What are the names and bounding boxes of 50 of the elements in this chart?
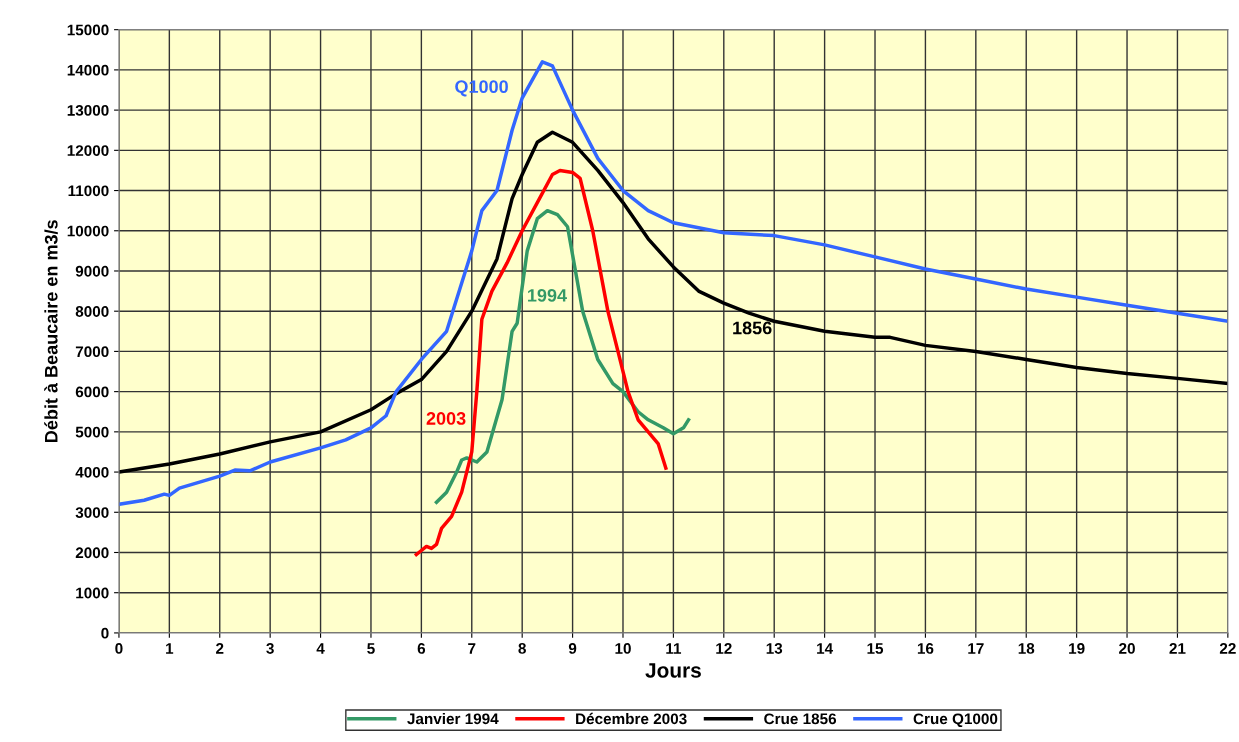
legend-label: Janvier 1994 [407,712,499,725]
annotation: 1994 [528,288,567,302]
y-tick-label: 1000 [76,587,109,599]
y-tick-label: 9000 [75,265,109,277]
x-tick-label: 16 [917,643,934,654]
x-tick-label: 20 [1119,643,1135,654]
x-tick-label: 4 [316,643,325,654]
x-tick-label: 22 [1219,643,1236,654]
x-tick-label: 14 [817,643,834,654]
x-tick-label: 13 [766,643,783,654]
x-tick-label: 17 [968,643,984,654]
annotation: 1856 [733,321,772,335]
legend-label: Crue 1856 [764,713,837,725]
y-tick-label: 7000 [75,346,109,358]
y-axis-title: Débit à Beaucaire en m3/s [44,220,58,442]
x-axis-title: Jours [645,663,701,678]
y-tick-label: 15000 [67,24,109,36]
line-series [414,168,668,557]
line-series [118,60,1228,506]
x-tick-label: 5 [367,643,375,654]
legend-label: Décembre 2003 [576,712,687,725]
y-tick-label: 5000 [75,426,109,438]
y-tick-label: 6000 [75,386,109,398]
x-tick-label: 21 [1169,643,1186,654]
x-tick-label: 7 [468,643,476,654]
y-tick-label: 11000 [68,185,109,197]
legend-label: Crue Q1000 [913,713,998,728]
y-tick-label: 14000 [67,64,109,76]
x-tick-label: 11 [666,643,682,654]
y-tick-label: 12000 [67,145,109,157]
x-tick-label: 19 [1069,643,1085,654]
x-tick-label: 18 [1018,643,1035,654]
x-tick-label: 0 [115,643,123,654]
y-tick-label: 3000 [75,507,109,518]
y-tick-label: 10000 [67,225,109,237]
x-tick-label: 3 [266,643,274,654]
x-tick-label: 6 [417,643,426,654]
annotation: 2003 [426,412,466,425]
y-tick-label: 0 [101,627,109,639]
x-tick-label: 2 [216,643,224,654]
x-tick-label: 1 [166,643,174,654]
y-tick-label: 2000 [75,547,109,559]
x-tick-label: 10 [615,643,631,654]
y-tick-label: 4000 [75,466,109,478]
y-tick-label: 8000 [75,306,109,317]
x-tick-label: 15 [867,643,884,654]
x-tick-label: 8 [518,643,526,654]
y-tick-label: 13000 [67,104,109,116]
x-tick-label: 12 [716,643,732,654]
x-tick-label: 9 [568,643,577,654]
